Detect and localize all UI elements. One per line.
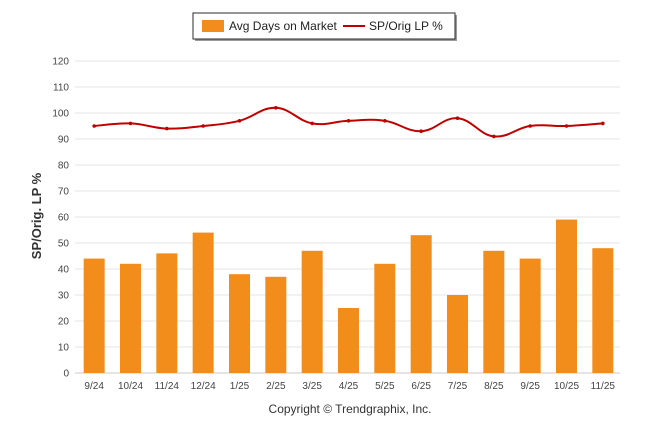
line-point: [310, 121, 314, 126]
x-tick-label: 9/25: [520, 381, 540, 392]
x-tick-label: 7/25: [448, 381, 468, 392]
legend-swatch-bar: [202, 20, 224, 32]
line-point: [128, 121, 133, 126]
line-point: [346, 119, 351, 123]
bar: [265, 276, 287, 373]
y-tick-label: 0: [63, 369, 69, 380]
y-axis-label: SP/Orig. LP %: [29, 172, 44, 259]
bar: [447, 295, 468, 373]
line-point: [419, 129, 423, 133]
line-point: [274, 106, 278, 110]
y-tick-label: 30: [58, 291, 70, 302]
x-tick-label: 8/25: [484, 381, 504, 392]
x-tick-label: 3/25: [302, 381, 322, 392]
line-point: [165, 126, 169, 131]
y-tick-label: 10: [58, 343, 70, 354]
line-point: [92, 124, 96, 128]
legend: Avg Days on Market SP/Orig LP %: [192, 12, 457, 41]
bar: [483, 250, 505, 373]
x-axis-ticks: 9/24 10/24 11/24 12/24 1/25 2/25 3/25 4/25 5/25 6…: [84, 381, 615, 392]
copyright-footer: Copyright © Trendgraphix, Inc.: [269, 402, 432, 416]
x-tick-label: 12/24: [191, 381, 216, 392]
x-tick-label: 2/25: [266, 381, 286, 392]
line-point: [383, 119, 387, 123]
bar: [519, 258, 541, 373]
bar-series: [83, 219, 614, 373]
line-point: [564, 124, 569, 128]
line-point: [455, 116, 460, 120]
line-point: [237, 119, 242, 123]
bar: [301, 250, 323, 373]
bar: [156, 253, 178, 373]
x-tick-label: 6/25: [411, 381, 431, 392]
y-axis-ticks: 0 10 20 30 40 50 60 70 80 90 100 110 120: [52, 57, 69, 380]
bar: [120, 263, 141, 373]
x-tick-label: 4/25: [339, 381, 359, 392]
bar: [410, 235, 432, 373]
y-tick-label: 70: [58, 187, 70, 198]
bar: [374, 263, 396, 373]
bar: [338, 308, 359, 373]
y-tick-label: 110: [53, 83, 69, 94]
bar: [592, 248, 614, 373]
y-tick-label: 90: [58, 135, 70, 146]
y-tick-label: 100: [52, 109, 69, 120]
x-tick-label: 9/24: [84, 381, 104, 392]
x-tick-label: 5/25: [375, 381, 395, 392]
legend-label-bar: Avg Days on Market: [229, 19, 337, 33]
x-tick-label: 10/25: [554, 381, 579, 392]
line-point: [201, 124, 205, 128]
y-tick-label: 60: [58, 213, 70, 224]
y-tick-label: 50: [58, 239, 70, 250]
y-tick-label: 120: [52, 57, 69, 68]
bar: [192, 232, 214, 373]
legend-box: [192, 12, 456, 40]
bar: [83, 258, 105, 373]
y-tick-label: 80: [58, 161, 70, 172]
line-point: [528, 124, 532, 128]
line-point: [601, 121, 605, 126]
x-tick-label: 10/24: [118, 381, 143, 392]
bar: [556, 219, 577, 373]
x-tick-label: 1/25: [230, 381, 250, 392]
y-tick-label: 20: [58, 317, 70, 328]
legend-label-line: SP/Orig LP %: [369, 19, 443, 33]
x-tick-label: 11/24: [155, 381, 180, 392]
bar: [229, 274, 250, 373]
line-series: [92, 106, 605, 139]
line-point: [492, 134, 496, 139]
x-tick-label: 11/25: [591, 381, 616, 392]
y-tick-label: 40: [58, 265, 70, 276]
